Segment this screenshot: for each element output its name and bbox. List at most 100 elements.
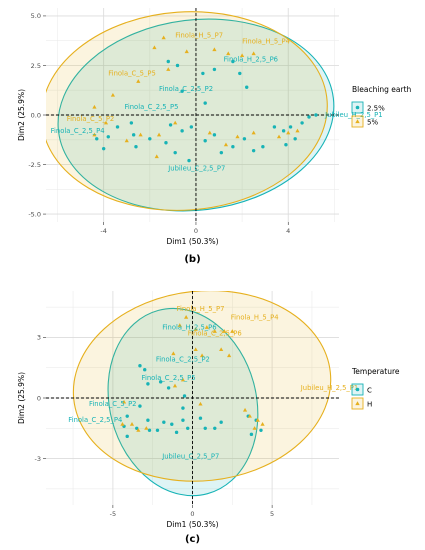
y-tick-label: 2.5 — [31, 62, 41, 70]
point-label: Finola_H_2,5_P6 — [224, 56, 278, 64]
point-5%-3 — [212, 47, 217, 52]
point-labels: Finola_H_5_P7 Finola_H_5_P4 Finola_C_2,5_P… — [68, 305, 358, 460]
ellipse-5% — [46, 11, 328, 211]
point-5%-9 — [110, 92, 116, 97]
x-tick-label: -4 — [100, 227, 106, 235]
data-points — [92, 35, 318, 163]
y-tick-label: 0 — [37, 394, 41, 402]
x-tick-label: 5 — [270, 510, 274, 518]
point-H-9 — [199, 353, 205, 358]
point-C-19 — [213, 426, 217, 430]
point-5%-20 — [235, 134, 240, 139]
point-H-8 — [193, 347, 198, 352]
point-5%-6 — [251, 51, 256, 56]
point-2.5%-19 — [180, 129, 184, 133]
point-H-2 — [193, 327, 198, 331]
point-C-18 — [203, 426, 207, 430]
y-tick-label: 3 — [37, 334, 41, 342]
point-5%-22 — [276, 134, 282, 139]
point-2.5%-9 — [168, 123, 173, 127]
point-H-19 — [198, 401, 203, 406]
point-2.5%-14 — [95, 137, 99, 141]
ellipse-C — [107, 307, 259, 497]
legend-marker-5% — [355, 119, 360, 124]
point-2.5%-36 — [307, 115, 311, 119]
point-labels: Finola_H_5_P7 Finola_H_5_P4 Finola_H_2,5_P… — [51, 32, 383, 173]
point-2.5%-34 — [293, 137, 297, 141]
y-tick-label: -5.0 — [28, 210, 41, 218]
point-C-13 — [170, 422, 174, 426]
point-label: Finola_C_2,5_P6 — [188, 329, 242, 337]
point-H-10 — [219, 347, 224, 352]
point-C-10 — [147, 428, 152, 433]
point-label: Jubileu_H_2,5_P1 — [300, 384, 358, 392]
point-H-20 — [242, 407, 248, 412]
point-C-21 — [125, 414, 129, 418]
point-2.5%-15 — [101, 146, 106, 151]
point-5%-0 — [152, 45, 157, 50]
point-2.5%-27 — [242, 137, 247, 141]
point-5%-8 — [136, 79, 141, 83]
point-C-6 — [138, 404, 142, 408]
legend-label-2.5%: 2.5% — [367, 105, 385, 113]
point-5%-18 — [207, 130, 212, 135]
point-C-8 — [135, 426, 139, 430]
point-2.5%-11 — [115, 125, 120, 129]
point-2.5%-6 — [245, 85, 249, 89]
point-5%-2 — [184, 49, 189, 54]
point-C-7 — [146, 418, 150, 422]
x-tick-label: 0 — [190, 510, 194, 518]
legend-label-H: H — [367, 401, 372, 409]
point-H-15 — [129, 422, 135, 426]
point-2.5%-16 — [134, 145, 138, 149]
axes: -5 0 5 -3 0 3 Dim1 (50.3%) Dim2 (25.9%) — [17, 334, 274, 529]
point-H-22 — [255, 418, 260, 422]
point-2.5%-12 — [131, 133, 136, 137]
point-C-1 — [143, 368, 147, 372]
point-C-20 — [219, 420, 223, 424]
point-2.5%-10 — [129, 121, 134, 125]
confidence-ellipses — [72, 291, 332, 497]
point-2.5%-5 — [238, 71, 242, 76]
point-H-18 — [120, 422, 125, 426]
point-2.5%-1 — [175, 63, 180, 68]
point-label: Finola_C_5_P5 — [108, 69, 156, 77]
point-label: Finola_H_5_P7 — [177, 305, 225, 313]
point-5%-11 — [103, 120, 109, 125]
point-label: Finola_H_5_P4 — [242, 38, 290, 46]
point-label: Finola_H_5_P7 — [175, 32, 223, 40]
legend-label-5%: 5% — [367, 119, 378, 127]
point-H-14 — [121, 399, 127, 404]
legend-marker-2.5% — [355, 105, 360, 110]
point-C-23 — [125, 434, 129, 439]
point-2.5%-3 — [212, 67, 217, 72]
point-H-5 — [222, 329, 227, 333]
point-C-27 — [259, 428, 263, 433]
point-H-7 — [171, 351, 176, 356]
point-label: Finola_H_2,5_P6 — [162, 323, 216, 331]
panel-label: (c) — [185, 534, 200, 545]
point-2.5%-23 — [203, 139, 207, 143]
point-5%-23 — [286, 130, 291, 135]
point-5%-16 — [173, 120, 178, 125]
legend-marker-H — [355, 401, 360, 406]
point-H-11 — [227, 353, 232, 358]
legend-title: Bleaching earth — [352, 85, 412, 94]
point-H-13 — [180, 377, 186, 382]
point-2.5%-35 — [300, 121, 304, 125]
legend-title: Temperature — [351, 367, 400, 376]
point-2.5%-25 — [219, 150, 224, 155]
point-label: Finola_C_2,5_P5 — [142, 374, 196, 382]
point-5%-15 — [92, 132, 97, 137]
point-H-4 — [212, 329, 217, 333]
point-2.5%-26 — [231, 145, 235, 149]
point-C-14 — [174, 430, 179, 435]
y-axis-label: Dim2 (25.9%) — [17, 372, 26, 424]
point-H-24 — [260, 422, 265, 426]
point-5%-21 — [251, 130, 256, 135]
point-label: Finola_C_2,5_P2 — [159, 85, 213, 93]
legend: Bleaching earth 2.5% 5% — [351, 85, 412, 128]
x-tick-label: 4 — [286, 227, 290, 235]
point-2.5%-24 — [212, 133, 217, 137]
